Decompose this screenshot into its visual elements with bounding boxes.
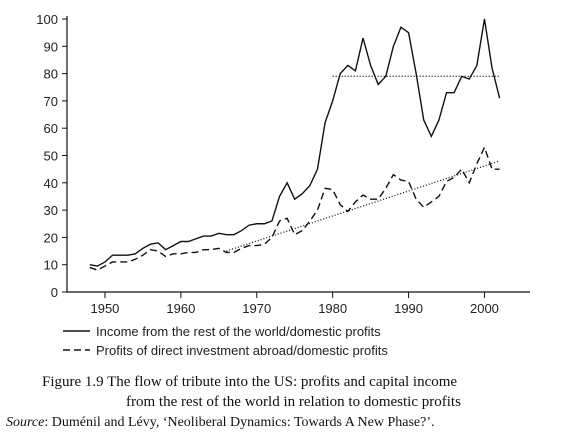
source-text: : Duménil and Lévy, ‘Neoliberal Dynamics… [44,415,434,430]
legend-label: Profits of direct investment abroad/dome… [96,343,388,358]
x-tick-label: 1950 [90,301,119,316]
x-tick-label: 1970 [242,301,271,316]
caption-line: Figure 1.9 The flow of tribute into the … [42,374,457,390]
y-tick-label: 0 [51,285,58,300]
y-tick-label: 10 [44,258,58,273]
y-tick-label: 70 [44,94,58,109]
x-tick-label: 2000 [470,301,499,316]
x-tick-label: 1960 [166,301,195,316]
y-tick-label: 40 [44,176,58,191]
y-tick-label: 100 [36,12,58,27]
x-tick-label: 1990 [394,301,423,316]
y-tick-label: 50 [44,149,58,164]
legend-label: Income from the rest of the world/domest… [96,324,381,339]
source-label: Source [6,415,44,430]
caption-line: from the rest of the world in relation t… [126,394,461,410]
source: Source: Duménil and Lévy, ‘Neoliberal Dy… [6,415,435,430]
y-tick-label: 80 [44,67,58,82]
y-tick-label: 90 [44,39,58,54]
y-tick-label: 30 [44,203,58,218]
y-tick-label: 60 [44,121,58,136]
data-line [89,145,500,271]
trend-line [226,160,500,252]
data-line [89,18,501,267]
y-tick-label: 20 [44,230,58,245]
x-tick-label: 1980 [318,301,347,316]
